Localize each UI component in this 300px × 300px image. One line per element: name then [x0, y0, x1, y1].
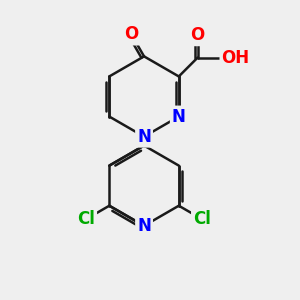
Text: N: N — [137, 128, 151, 146]
Text: O: O — [190, 26, 205, 44]
Text: OH: OH — [221, 49, 250, 67]
Text: Cl: Cl — [193, 210, 211, 228]
Text: N: N — [137, 217, 151, 235]
Text: O: O — [124, 26, 139, 44]
Text: Cl: Cl — [77, 210, 95, 228]
Text: N: N — [172, 108, 186, 126]
